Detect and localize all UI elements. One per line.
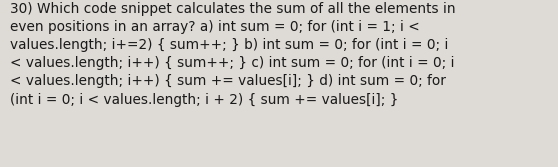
Text: 30) Which code snippet calculates the sum of all the elements in
even positions : 30) Which code snippet calculates the su… — [10, 2, 456, 107]
